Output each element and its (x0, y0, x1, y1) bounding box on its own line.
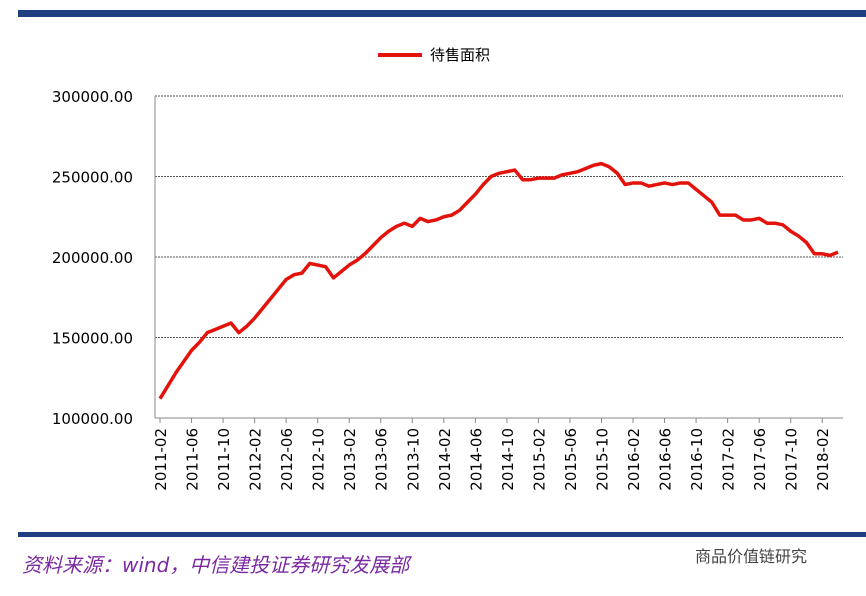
x-tick-label: 2015-02 (530, 428, 548, 491)
x-tick-label: 2016-10 (688, 428, 706, 491)
x-tick-label: 2012-10 (310, 428, 328, 491)
x-tick-label: 2018-02 (814, 428, 832, 491)
x-tick-label: 2017-10 (783, 428, 801, 491)
x-tick-label: 2014-02 (436, 428, 454, 491)
x-tick-label: 2016-02 (625, 428, 643, 491)
y-tick-label: 300000.00 (52, 88, 133, 106)
y-tick-label: 100000.00 (52, 410, 133, 428)
y-tick-label: 150000.00 (52, 330, 133, 348)
watermark: 商品价值链研究 (695, 547, 807, 566)
x-tick-label: 2015-06 (562, 428, 580, 491)
x-tick-label: 2011-10 (215, 428, 233, 491)
top-bar (18, 10, 866, 17)
line (158, 161, 839, 400)
bottom-bar (18, 532, 866, 537)
x-tick-label: 2011-02 (152, 428, 170, 491)
x-tick-label: 2014-06 (467, 428, 485, 491)
x-tick-label: 2013-10 (404, 428, 422, 491)
y-tick-label: 200000.00 (52, 249, 133, 267)
source: 资料来源：wind，中信建投证券研究发展部 (22, 553, 412, 577)
x-tick-label: 2011-06 (184, 428, 202, 491)
x-tick-label: 2013-06 (373, 428, 391, 491)
x-tick-label: 2012-06 (278, 428, 296, 491)
x-tick-label: 2017-02 (720, 428, 738, 491)
x-tick-label: 2017-06 (751, 428, 769, 491)
legend-label: 待售面积 (430, 46, 490, 64)
x-tick-label: 2013-02 (341, 428, 359, 491)
x-tick-label: 2015-10 (593, 428, 611, 491)
x-tick-label: 2016-06 (657, 428, 675, 491)
y-tick-label: 250000.00 (52, 169, 133, 187)
x-tick-label: 2014-10 (499, 428, 517, 491)
x-tick-label: 2012-02 (247, 428, 265, 491)
